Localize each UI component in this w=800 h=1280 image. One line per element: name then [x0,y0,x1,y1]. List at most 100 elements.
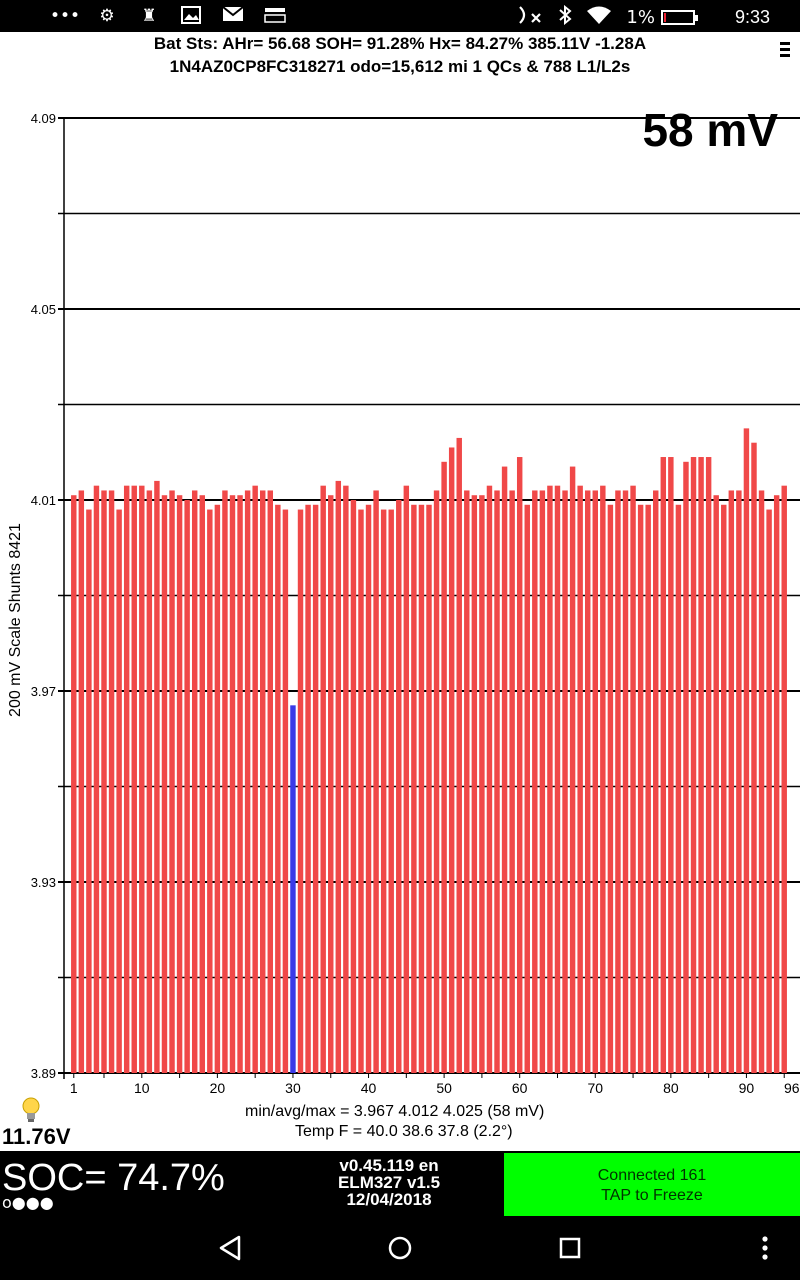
cell-bar [388,509,394,1073]
cell-bar [690,457,697,1073]
cell-bar [653,490,659,1073]
cell-bar [713,495,719,1074]
x-tick-label: 1 [70,1080,78,1096]
cell-bar [260,490,266,1073]
cell-bar [743,428,750,1073]
cell-bar [78,490,85,1073]
cell-bar [705,457,712,1073]
photo-icon [170,6,212,29]
cell-bar [116,509,122,1073]
battery-icon [660,10,698,25]
adapter-version: ELM327 v1.5 [337,1173,441,1192]
cell-bar [139,485,145,1073]
cell-bar [532,490,538,1073]
keyhole-icon: ♜ [141,6,157,26]
cell-bar [229,495,236,1074]
x-tick-label: 90 [739,1080,755,1096]
connection-status: Connected 161 [597,1167,707,1184]
x-tick-label: 70 [587,1080,603,1096]
cell-bar [781,485,787,1073]
cell-bar [607,504,614,1073]
cell-bar [108,490,115,1073]
freeze-hint: TAP to Freeze [601,1187,703,1204]
overflow-icon[interactable] [715,1217,800,1280]
y-axis-label: 200 mV Scale Shunts 8421 [7,523,24,717]
bottom-panel: SOC= 74.7% o●●● v0.45.119 en ELM327 v1.5… [0,1151,800,1217]
cell-bar [721,504,727,1073]
cell-bar [569,466,576,1073]
cell-voltage-chart[interactable]: 3.89 3.93 3.97 4.01 4.05 4.09 1 10 20 30 40 50 60 70… [0,80,800,1150]
cell-bar [554,485,561,1073]
y-tick-label: 4.05 [31,302,56,317]
cell-bar [267,490,274,1073]
cell-bar [418,504,425,1073]
notification-icons: ••• ⚙ ♜ [44,6,296,29]
x-tick-label: 96 [784,1080,800,1096]
cell-bar [615,490,621,1073]
x-tick-label: 60 [512,1080,528,1096]
home-icon[interactable] [350,1217,450,1280]
cell-bar [184,500,190,1073]
min-avg-max-stats: min/avg/max = 3.967 4.012 4.025 (58 mV) [245,1103,545,1120]
recents-icon[interactable] [520,1217,620,1280]
cell-bar [766,509,772,1073]
cell-bar [660,457,667,1073]
bluetooth-icon [558,4,572,30]
page-indicator-dots: o●●● [2,1193,54,1212]
cell-bar [758,490,765,1073]
cell-bar [736,490,742,1073]
cell-bar [154,480,160,1073]
cell-bar [380,509,387,1073]
cell-bar [562,490,568,1073]
cell-bar [471,495,478,1074]
cell-bar [433,490,440,1073]
cell-bar [350,500,357,1073]
cell-bar [516,457,523,1073]
signal-off-icon [518,5,544,30]
cell-bar [645,504,651,1073]
battery-percent: 1% [626,7,655,28]
menu-icon[interactable] [778,40,792,58]
cell-bar [577,485,583,1073]
x-tick-label: 80 [663,1080,679,1096]
cell-bar [637,504,644,1073]
x-tick-label: 50 [436,1080,452,1096]
cell-bar [600,485,606,1073]
cell-bar-lowest [290,705,296,1073]
soc-readout: SOC= 74.7% [2,1157,225,1199]
cell-bar [668,457,674,1073]
cell-bar [161,495,168,1074]
cell-bar [698,457,704,1073]
cell-bar [426,504,432,1073]
voltage-spread-label: 58 mV [642,104,778,156]
cell-bar [343,485,349,1073]
cell-bar [373,490,379,1073]
cell-bar [486,485,493,1073]
cell-bar [501,466,508,1073]
back-icon[interactable] [181,1217,281,1280]
cell-bar [71,495,77,1074]
cell-bar [411,504,417,1073]
cell-bar [282,509,289,1073]
cell-bar [86,509,92,1073]
cell-bar [244,490,251,1073]
cell-bar [297,509,304,1073]
y-tick-label: 3.97 [31,684,56,699]
cell-bar [448,447,455,1074]
cell-bar [169,490,175,1073]
connection-freeze-button[interactable]: Connected 161 TAP to Freeze [504,1153,800,1216]
settings-gear-icon: ⚙ [99,6,115,26]
cell-bar [509,490,515,1073]
mail-icon [212,6,254,29]
cell-bar [622,490,629,1073]
x-tick-label: 40 [361,1080,377,1096]
cell-bar [365,504,372,1073]
cell-bar [592,490,598,1073]
system-icons: 1% 9:33 [504,4,770,30]
cell-bar [403,485,410,1073]
x-tick-label: 30 [285,1080,301,1096]
cell-bar [328,495,334,1074]
y-tick-label: 4.09 [31,111,56,126]
more-dots-icon: ••• [49,6,81,26]
cell-bar [305,504,311,1073]
